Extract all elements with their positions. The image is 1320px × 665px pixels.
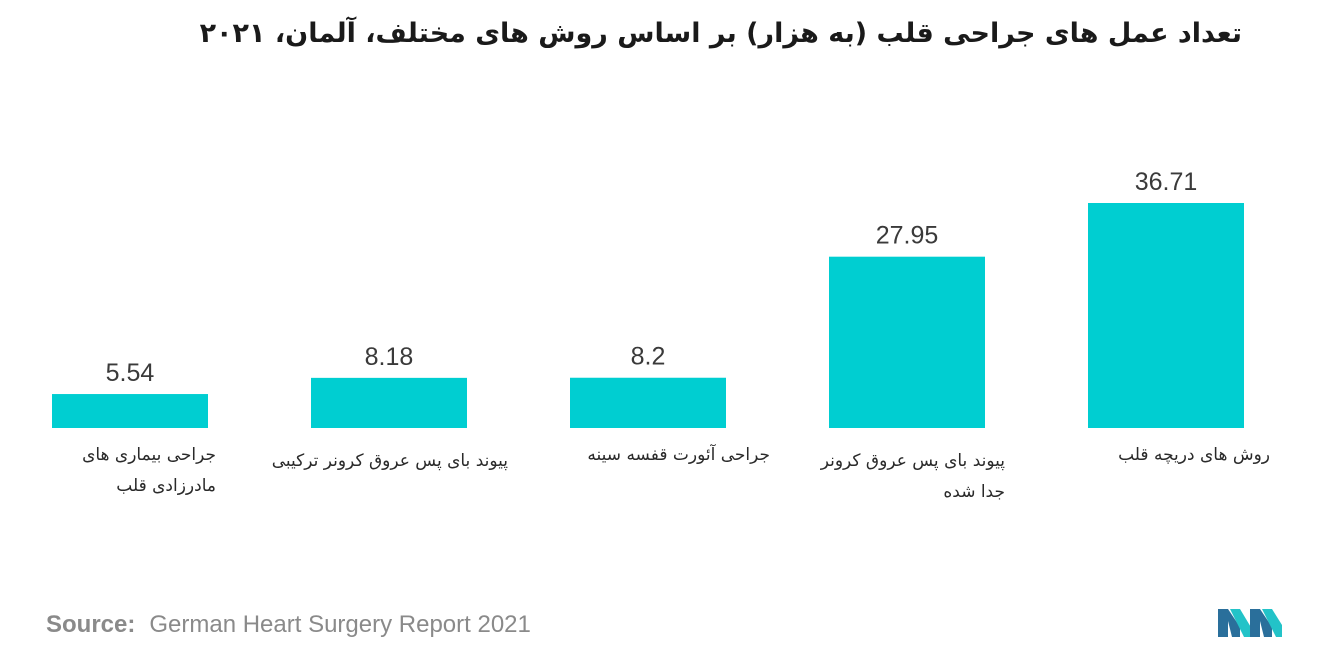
value-label-5: 36.71 [1135, 168, 1198, 196]
value-label-1: 5.54 [106, 359, 155, 387]
category-label-3: جراحی آئورت قفسه سینه [587, 445, 770, 465]
value-label-4: 27.95 [876, 222, 939, 250]
category-label-5: روش های دریچه قلب [1118, 445, 1270, 465]
chart-title: تعداد عمل های جراحی قلب (به هزار) بر اسا… [199, 18, 1242, 49]
value-label-2: 8.18 [365, 343, 414, 371]
bars-group [52, 203, 1244, 428]
bar-5 [1088, 203, 1244, 428]
bar-4 [829, 256, 985, 428]
category-label-4: پیوند بای پس عروق کرونر جدا شده [820, 451, 1005, 502]
bar-1 [52, 394, 208, 428]
bar-3 [570, 377, 726, 428]
category-label-2: پیوند بای پس عروق کرونر ترکیبی [271, 451, 508, 471]
value-labels-group: 5.54 8.18 8.2 27.95 36.71 [106, 168, 1198, 387]
bar-2 [311, 377, 467, 428]
category-label-1: جراحی بیماری های مادرزادی قلب [82, 445, 216, 496]
value-label-3: 8.2 [631, 343, 666, 371]
source-line: Source: German Heart Surgery Report 2021 [46, 611, 531, 639]
source-text: German Heart Surgery Report 2021 [149, 611, 531, 638]
source-key: Source: [46, 611, 136, 638]
mordor-intelligence-logo-icon [1218, 609, 1282, 637]
